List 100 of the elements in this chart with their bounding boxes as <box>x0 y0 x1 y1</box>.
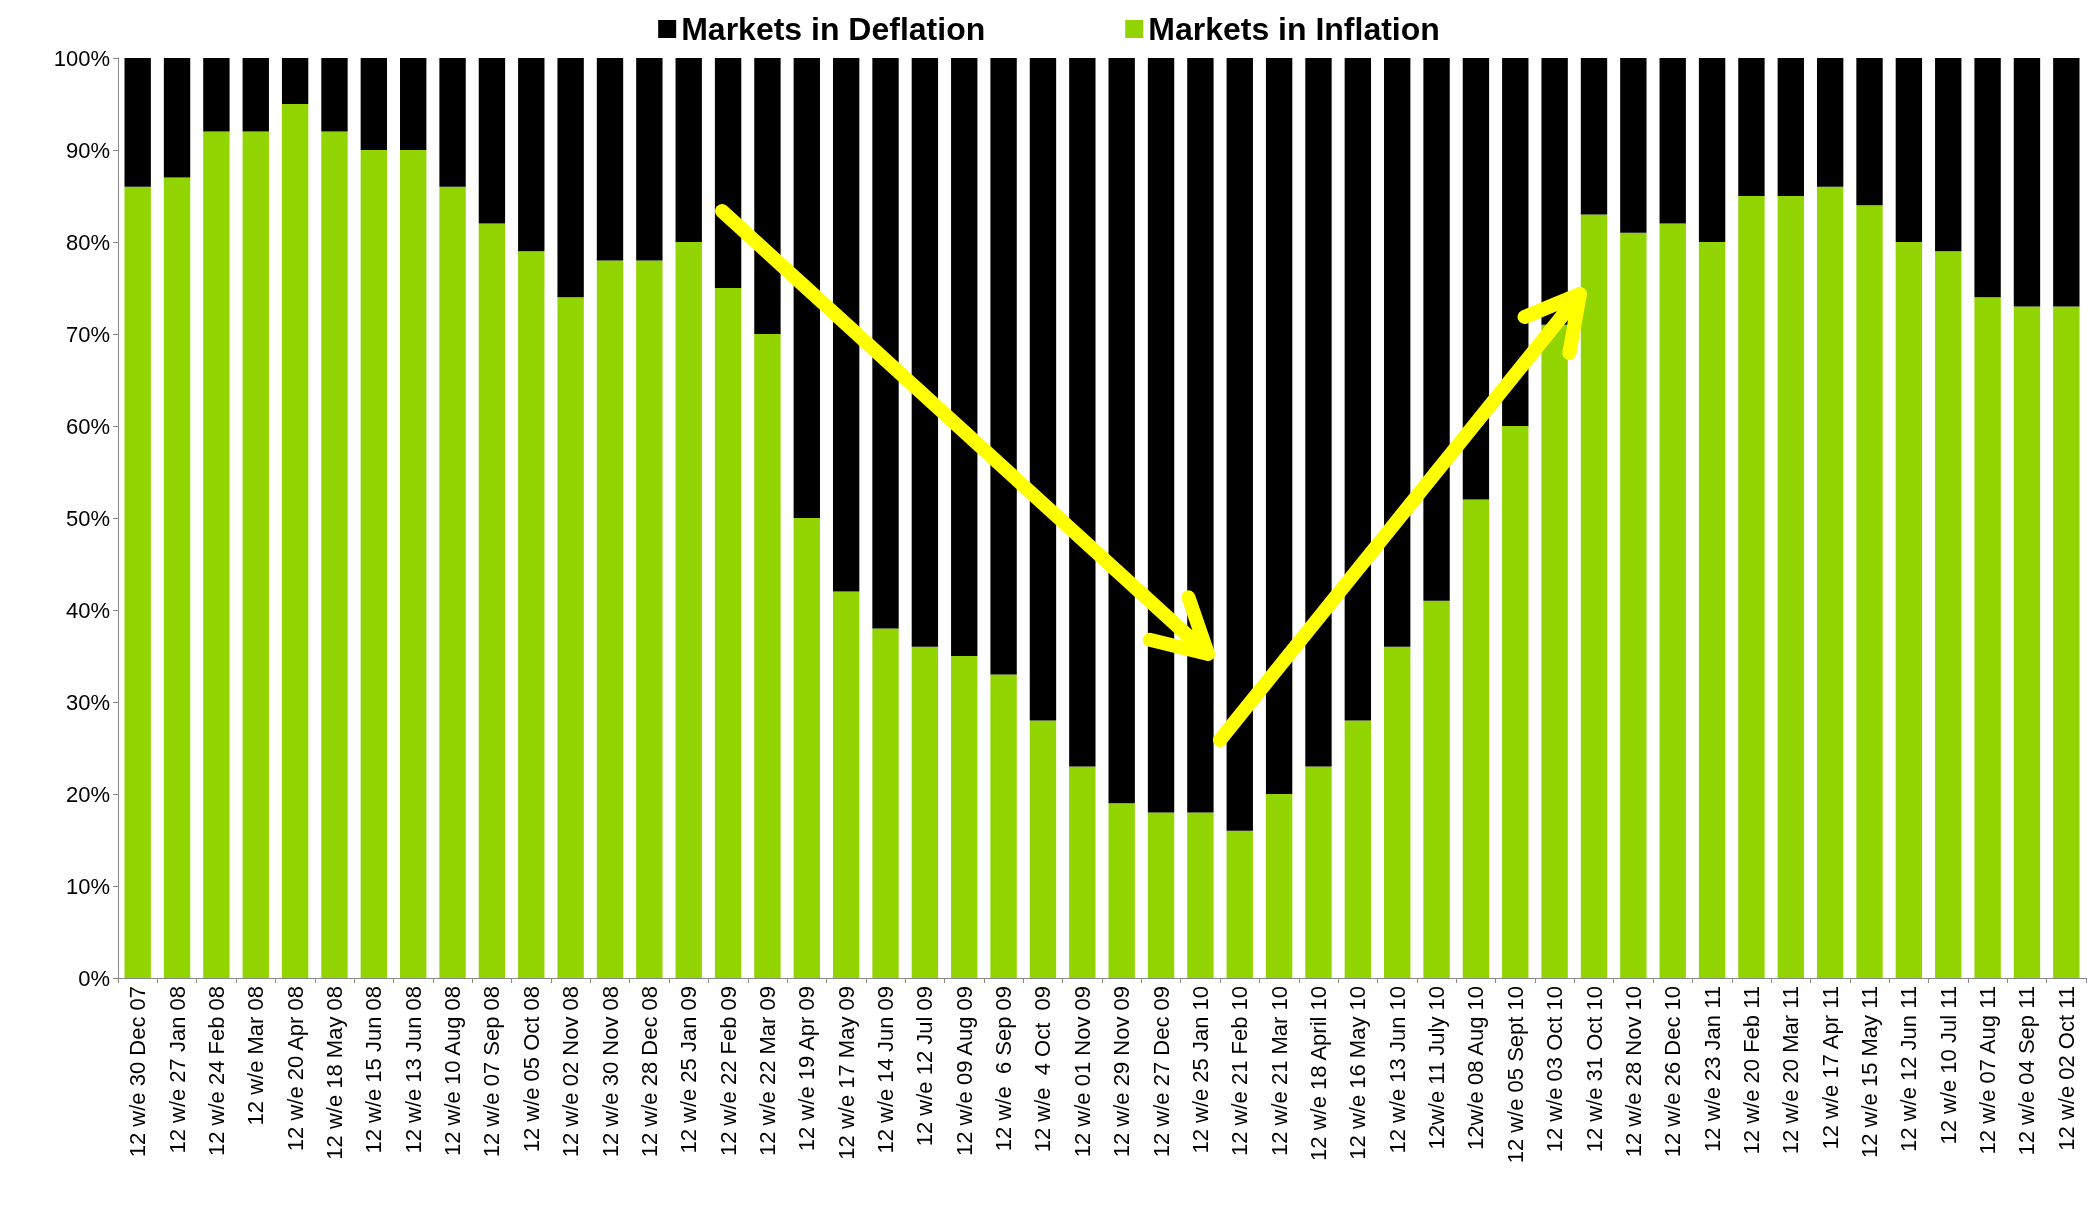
bar <box>1974 297 2001 978</box>
y-tick-label: 90% <box>65 137 110 163</box>
bar <box>1580 214 1608 978</box>
x-tick-label: 12 w/e 21 Feb 10 <box>1227 986 1253 1157</box>
bar <box>478 58 506 224</box>
bar <box>281 104 309 978</box>
x-tick-label: 12 w/e 22 Feb 09 <box>715 986 741 1157</box>
bar <box>793 58 820 518</box>
x-tick-label: 12 w/e 30 Nov 08 <box>597 986 623 1158</box>
bar <box>596 260 624 978</box>
x-tick-label: 12 w/e 13 Jun 08 <box>400 986 426 1154</box>
y-tick-label: 60% <box>65 413 110 439</box>
bar <box>1069 766 1096 978</box>
x-tick-label: 12 w/e 16 May 10 <box>1345 986 1371 1160</box>
bar <box>1816 186 1844 978</box>
bar <box>1147 58 1175 813</box>
y-tick-label: 20% <box>65 781 110 807</box>
bar <box>1384 646 1411 978</box>
x-tick-label: 12 w/e 03 Oct 10 <box>1542 986 1568 1153</box>
x-tick-label: 12 w/e 14 Jun 09 <box>873 986 899 1154</box>
bar <box>1738 58 1765 196</box>
x-tick-label: 12 w/e 07 Sep 08 <box>479 986 505 1158</box>
bar <box>1974 58 2001 298</box>
bar <box>360 58 388 150</box>
bar <box>1226 58 1253 831</box>
x-tick-label: 12 w/e 4 Oct 09 <box>1030 986 1056 1153</box>
bar <box>1462 499 1490 978</box>
bar <box>1856 58 1883 206</box>
bar <box>990 674 1017 978</box>
x-tick-label: 12 w/e Mar 08 <box>243 986 269 1126</box>
x-tick-label: 12 w/e 20 Mar 11 <box>1778 986 1804 1155</box>
x-tick-label: 12 w/e 13 Jun 10 <box>1384 986 1410 1154</box>
x-tick-label: 12 w/e 10 Aug 08 <box>440 986 466 1157</box>
bar <box>1541 324 1568 978</box>
x-tick-label: 12 w/e 20 Feb 11 <box>1738 986 1764 1155</box>
bar <box>1895 242 1923 978</box>
bar <box>360 150 388 978</box>
x-tick-label: 12 w/e 18 April 10 <box>1305 986 1331 1161</box>
x-tick-label: 12 w/e 24 Feb 08 <box>203 986 229 1157</box>
bar <box>242 131 269 978</box>
x-tick-label: 12 w/e 07 Aug 11 <box>1975 986 2001 1155</box>
bar <box>714 288 742 978</box>
x-tick-label: 12 w/e 25 Jan 09 <box>676 986 702 1154</box>
x-tick-label: 12 w/e 15 Jun 08 <box>361 986 387 1154</box>
x-tick-label: 12 w/e 01 Nov 09 <box>1069 986 1095 1158</box>
bar <box>1305 766 1332 978</box>
bar <box>1344 720 1372 978</box>
x-tick-label: 12 w/e 28 Nov 10 <box>1620 986 1646 1158</box>
bar <box>2053 58 2080 307</box>
bar <box>636 260 663 978</box>
x-tick-label: 12 w/e 17 Apr 11 <box>1817 986 1843 1150</box>
x-tick-label: 12 w/e 15 May 11 <box>1857 986 1883 1159</box>
bar <box>1935 251 1962 978</box>
bar <box>1620 232 1647 978</box>
bar <box>1384 58 1411 647</box>
bar <box>1305 58 1332 767</box>
bar <box>872 58 899 629</box>
bar <box>1580 58 1608 215</box>
x-tick-label: 12 w/e 23 Jan 11 <box>1699 986 1725 1152</box>
bar <box>321 131 348 978</box>
x-tick-label: 12 w/e 18 May 08 <box>321 986 347 1160</box>
bar <box>1502 58 1529 426</box>
bar <box>754 334 781 978</box>
bar <box>675 58 702 242</box>
bar <box>203 58 230 132</box>
bar <box>1423 58 1450 601</box>
bar <box>2013 58 2041 307</box>
bar <box>1108 803 1135 978</box>
bar <box>1935 58 1962 252</box>
bar <box>163 58 191 178</box>
bar <box>714 58 742 288</box>
x-tick-label: 12 w/e 31 Oct 10 <box>1581 986 1607 1153</box>
bar <box>990 58 1017 675</box>
bar <box>1659 58 1686 224</box>
x-tick-label: 12 w/e 20 Apr 08 <box>282 986 308 1152</box>
y-tick-label: 0% <box>78 965 110 991</box>
x-tick-label: 12 w/e 10 Jul 11 <box>1935 986 1961 1145</box>
bar <box>832 58 860 592</box>
bar <box>1698 242 1726 978</box>
x-tick-label: 12 w/e 04 Sep 11 <box>2014 986 2040 1156</box>
x-tick-label: 12w/e 11 July 10 <box>1424 986 1450 1150</box>
x-tick-label: 12 w/e 02 Nov 08 <box>558 986 584 1158</box>
bar <box>1502 426 1529 978</box>
bar <box>203 131 230 978</box>
bar <box>400 58 427 150</box>
legend-label: Markets in Deflation <box>681 11 986 47</box>
x-tick-label: 12 w/e 28 Dec 08 <box>636 986 662 1158</box>
bar <box>557 297 584 978</box>
bar <box>557 58 584 298</box>
bar <box>1029 720 1057 978</box>
bar <box>124 186 151 978</box>
bar <box>1659 223 1686 978</box>
bar <box>911 58 939 647</box>
bar <box>1029 58 1057 721</box>
bar <box>832 591 860 978</box>
bar <box>321 58 348 132</box>
x-tick-label: 12 w/e 12 Jul 09 <box>912 986 938 1147</box>
bar <box>478 223 506 978</box>
bar <box>793 518 820 978</box>
bar <box>242 58 269 132</box>
